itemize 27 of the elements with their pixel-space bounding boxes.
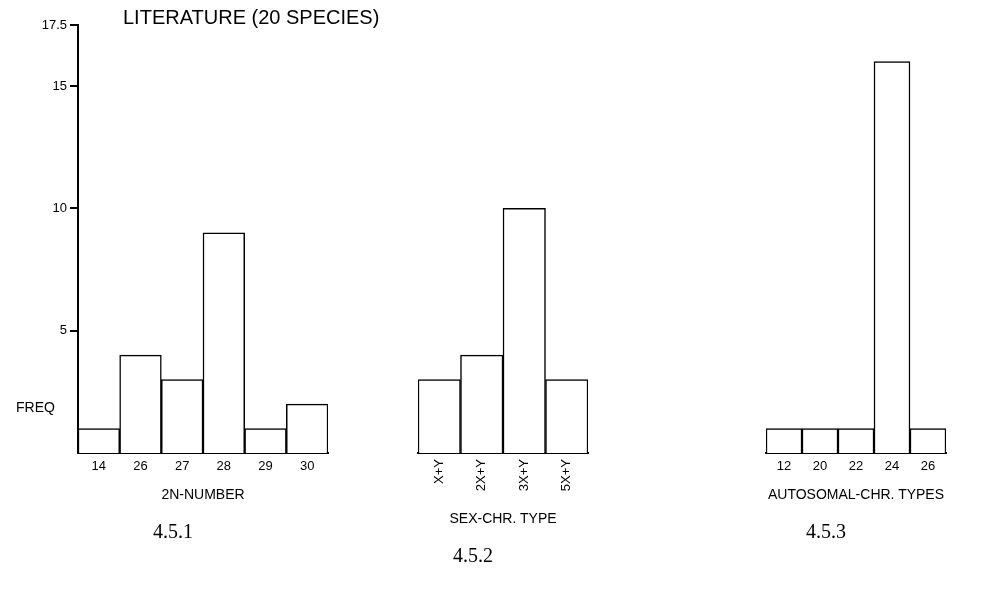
x-axis-title: SEX-CHR. TYPE [449,510,557,527]
x-tick-label: 26 [920,458,936,474]
x-axis-title: 2N-NUMBER [161,485,245,502]
x-tick-label: 26 [133,458,148,474]
x-tick-label: 5X+Y [558,458,574,492]
x-tick-label: 29 [258,458,273,474]
x-tick-label: X+Y [430,458,446,484]
y-tick-label: 10 [52,200,67,216]
y-tick-label: 5 [59,322,67,338]
y-tick-label: 15 [52,77,67,93]
x-tick-label: 12 [776,458,792,474]
x-tick-label: 2X+Y [473,458,489,492]
x-tick-label: 14 [91,458,107,474]
x-tick-label: 3X+Y [515,458,531,492]
x-axis-title: AUTOSOMAL-CHR. TYPES [767,485,945,502]
x-tick-label: 24 [884,458,900,474]
x-tick-label: 28 [216,458,232,474]
x-tick-label: 20 [812,458,828,474]
x-tick-label: 27 [174,458,190,474]
text: 4.5.2 [453,544,493,567]
y-tick-label: 17.5 [41,16,67,32]
x-tick-label: 22 [848,458,864,474]
text: 4.5.3 [806,520,846,543]
y-axis-title: FREQ [16,398,55,415]
chart-title: LITERATURE (20 SPECIES) [123,5,380,28]
text: 4.5.1 [153,520,193,543]
x-tick-label: 30 [299,458,315,474]
